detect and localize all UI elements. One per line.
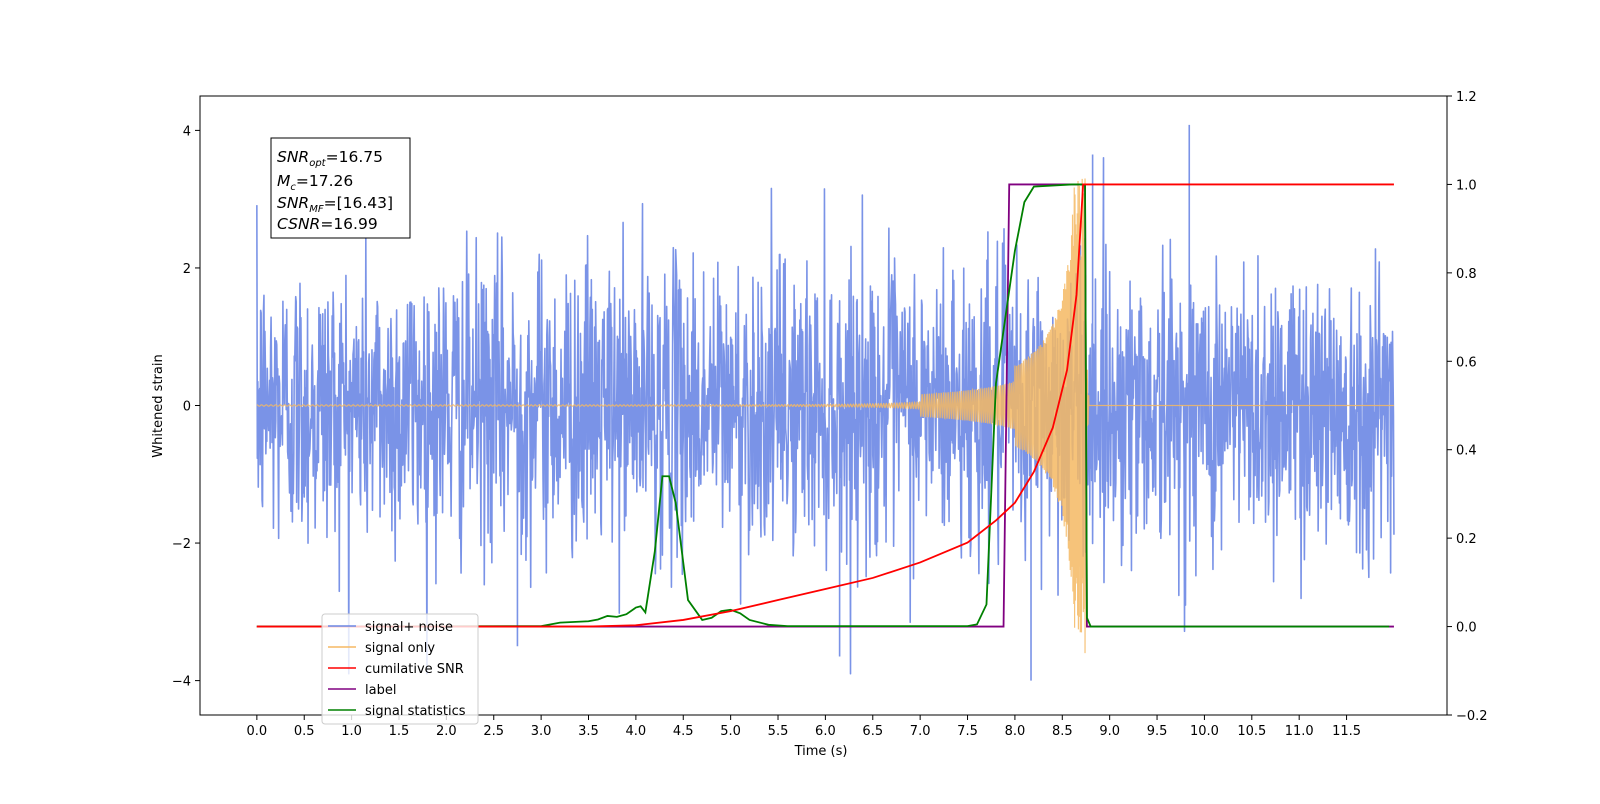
- y-axis-left: −4 −2 0 2 4: [172, 124, 200, 690]
- x-tick-label: 10.0: [1190, 724, 1219, 739]
- y-tick-label: −4: [172, 675, 191, 690]
- info-mc-value: =17.26: [296, 172, 353, 190]
- y-tick-label: 4: [183, 124, 191, 139]
- info-mc: Mc=17.26: [277, 172, 353, 193]
- x-tick-label: 5.0: [720, 724, 741, 739]
- x-axis-label: Time (s): [794, 744, 848, 759]
- y2-tick-label: 0.0: [1456, 621, 1477, 636]
- x-tick-label: 11.0: [1285, 724, 1314, 739]
- plot-area: [256, 124, 1395, 681]
- x-tick-label: 6.0: [815, 724, 836, 739]
- x-tick-label: 10.5: [1237, 724, 1266, 739]
- y-tick-label: −2: [172, 537, 191, 552]
- x-tick-label: 3.5: [578, 724, 599, 739]
- series-signal-noise: [256, 124, 1395, 681]
- legend-label-signal-only: signal only: [365, 641, 435, 656]
- info-snr-mf: SNRMF=[16.43]: [277, 194, 393, 215]
- legend-label-signal-statistics: signal statistics: [365, 704, 466, 719]
- info-box: SNRopt=16.75 Mc=17.26 SNRMF=[16.43] CSNR…: [270, 137, 411, 239]
- x-tick-label: 9.5: [1147, 724, 1168, 739]
- legend: signal+ noise signal only cumilative SNR…: [321, 613, 479, 725]
- info-snr-mf-value: =[16.43]: [324, 194, 393, 212]
- x-tick-label: 0.0: [247, 724, 268, 739]
- legend-label-signal-noise: signal+ noise: [365, 620, 453, 635]
- y-tick-label: 0: [183, 400, 191, 415]
- legend-frame: [321, 613, 479, 725]
- x-tick-label: 7.5: [957, 724, 978, 739]
- legend-label-cumulative-snr: cumilative SNR: [365, 662, 464, 677]
- x-tick-label: 4.5: [673, 724, 694, 739]
- y2-tick-label: 0.4: [1456, 444, 1477, 459]
- x-axis: 0.0 0.5 1.0 1.5 2.0 2.5 3.0 3.5 4.0 4.5 5.0 5.5 6.0 6…: [247, 715, 1361, 739]
- x-tick-label: 3.0: [531, 724, 552, 739]
- series-signal-statistics: [256, 183, 1390, 628]
- y2-tick-label: 0.6: [1456, 355, 1477, 370]
- info-snr-opt-value: =16.75: [326, 148, 383, 166]
- info-snr-opt: SNRopt=16.75: [277, 148, 383, 169]
- y2-tick-label: 1.2: [1456, 90, 1477, 105]
- y-axis-right: −0.2 0.0 0.2 0.4 0.6 0.8 1.0 1.2: [1447, 90, 1488, 724]
- x-tick-label: 1.0: [341, 724, 362, 739]
- x-tick-label: 1.5: [389, 724, 410, 739]
- y-axis-label: Whitened strain: [151, 354, 166, 457]
- series-cumulative-snr: [256, 183, 1394, 628]
- x-tick-label: 8.0: [1005, 724, 1026, 739]
- x-tick-label: 2.5: [483, 724, 504, 739]
- info-csnr: CSNR=16.99: [277, 215, 378, 233]
- x-tick-label: 6.5: [862, 724, 883, 739]
- x-tick-label: 5.5: [768, 724, 789, 739]
- info-csnr-value: =16.99: [320, 215, 377, 233]
- x-tick-label: 11.5: [1332, 724, 1361, 739]
- x-tick-label: 9.0: [1099, 724, 1120, 739]
- x-tick-label: 4.0: [626, 724, 647, 739]
- legend-label-label: label: [365, 683, 396, 698]
- y-tick-label: 2: [183, 262, 191, 277]
- x-tick-label: 2.0: [436, 724, 457, 739]
- x-tick-label: 8.5: [1052, 724, 1073, 739]
- y2-tick-label: 0.2: [1456, 532, 1477, 547]
- y2-tick-label: 1.0: [1456, 178, 1477, 193]
- info-box-frame: [270, 137, 411, 239]
- x-tick-label: 0.5: [294, 724, 315, 739]
- y2-tick-label: 0.8: [1456, 267, 1477, 282]
- x-tick-label: 7.0: [910, 724, 931, 739]
- y2-tick-label: −0.2: [1456, 709, 1488, 724]
